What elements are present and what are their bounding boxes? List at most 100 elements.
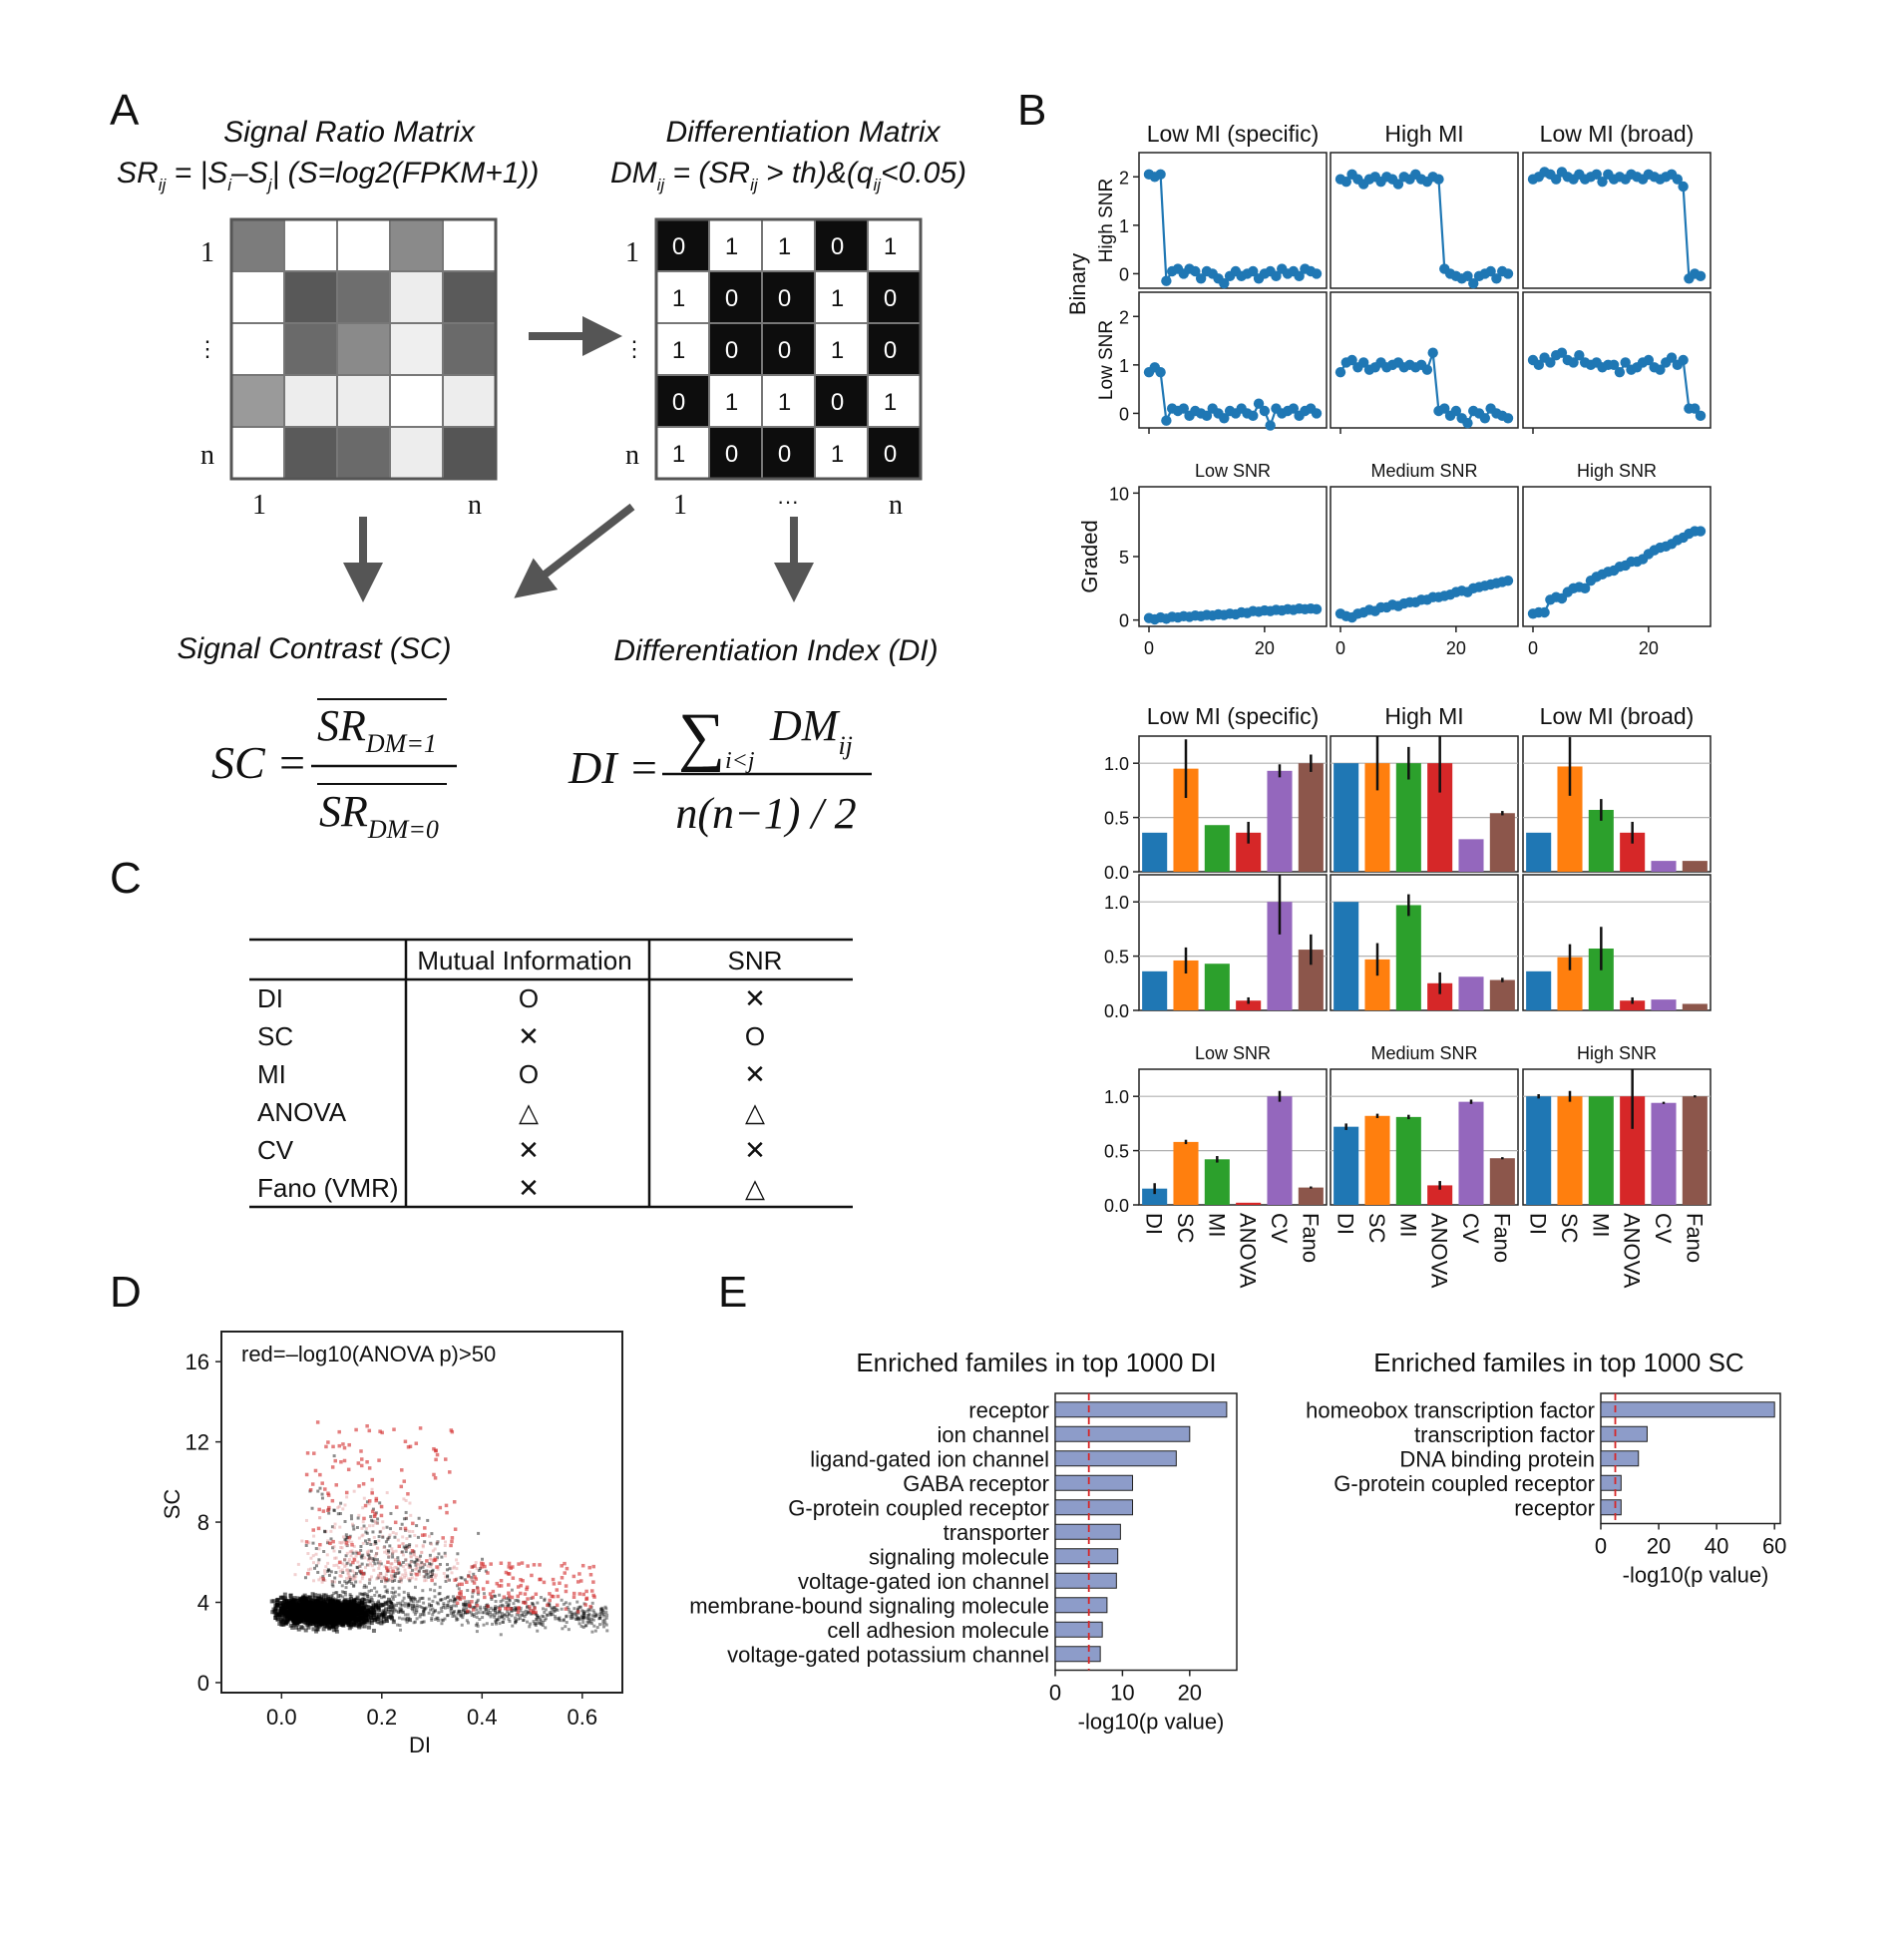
scatter-point (353, 1611, 358, 1616)
scatter-point (342, 1591, 346, 1595)
scatter-point (344, 1541, 349, 1545)
scatter-point (373, 1554, 377, 1558)
bar-panel-frame (1522, 1068, 1712, 1206)
scatter-point (401, 1603, 405, 1607)
scatter-point (396, 1571, 400, 1575)
scatter-point (390, 1566, 394, 1570)
scatter-point (424, 1578, 428, 1582)
scatter-point (322, 1624, 327, 1629)
scatter-point (351, 1607, 356, 1612)
scatter-point (435, 1452, 440, 1457)
scatter-point (332, 1603, 336, 1607)
scatter-point (327, 1626, 332, 1631)
graded-x-tick-label: 20 (1446, 638, 1466, 658)
scatter-point (535, 1614, 539, 1618)
scatter-point (557, 1618, 561, 1622)
scatter-point (379, 1562, 383, 1566)
scatter-point (423, 1526, 427, 1530)
scatter-point (393, 1560, 397, 1564)
scatter-point (279, 1607, 284, 1612)
scatter-point (433, 1476, 438, 1480)
scatter-point (365, 1500, 369, 1504)
scatter-point (361, 1520, 365, 1524)
scatter-point (284, 1617, 289, 1622)
scatter-point (411, 1521, 415, 1526)
scatter-point (409, 1596, 413, 1600)
scatter-point (429, 1604, 433, 1608)
scatter-point (376, 1615, 381, 1620)
scatter-point (411, 1530, 415, 1534)
scatter-point (536, 1621, 540, 1625)
scatter-point (341, 1540, 345, 1544)
scatter-point (591, 1580, 595, 1584)
scatter-point (389, 1613, 394, 1618)
scatter-point (357, 1484, 361, 1488)
scatter-point (360, 1602, 365, 1607)
scatter-point (434, 1608, 438, 1612)
scatter-point (576, 1618, 580, 1622)
scatter-point (524, 1609, 528, 1613)
scatter-point (337, 1443, 342, 1448)
scatter-point (350, 1615, 355, 1620)
panel-label-a: A (110, 86, 140, 135)
scatter-y-tick-label: 0 (197, 1671, 209, 1696)
scatter-point (329, 1537, 333, 1541)
scatter-point (428, 1556, 432, 1560)
scatter-point (351, 1578, 355, 1582)
scatter-point (339, 1541, 343, 1545)
bar-y-tick-label: 0.5 (1104, 809, 1129, 829)
scatter-point (294, 1625, 299, 1630)
scatter-point (385, 1620, 389, 1624)
scatter-point (457, 1610, 461, 1614)
scatter-point (481, 1616, 485, 1620)
graded-column-title: Low SNR (1195, 461, 1271, 481)
scatter-point (436, 1616, 440, 1620)
scatter-point (395, 1566, 399, 1570)
scatter-point (332, 1454, 336, 1458)
sr-cell (336, 218, 391, 272)
scatter-point (475, 1615, 479, 1619)
binary-data-point (1591, 169, 1602, 181)
scatter-point (438, 1505, 443, 1510)
graded-data-point (1502, 575, 1514, 586)
metric-bar (1142, 970, 1168, 1010)
scatter-point (334, 1571, 338, 1575)
scatter-point (500, 1603, 504, 1607)
scatter-point (568, 1602, 571, 1606)
scatter-point (350, 1517, 354, 1521)
scatter-point (336, 1512, 340, 1516)
sc-bars-x-label: -log10(p value) (1623, 1563, 1769, 1588)
scatter-point (292, 1596, 297, 1601)
scatter-point (342, 1445, 347, 1450)
scatter-point (433, 1547, 437, 1551)
scatter-point (443, 1617, 447, 1621)
metric-bar (1142, 1188, 1168, 1205)
scatter-point (455, 1604, 459, 1608)
scatter-point (445, 1510, 449, 1515)
scatter-point (514, 1608, 518, 1612)
scatter-point (361, 1482, 366, 1486)
scatter-point (345, 1576, 349, 1580)
scatter-point (541, 1607, 545, 1611)
sc-formula-num: SRDM=1 (317, 701, 437, 758)
scatter-point (466, 1609, 470, 1614)
scatter-point (367, 1540, 371, 1544)
scatter-point (288, 1593, 293, 1598)
scatter-point (339, 1574, 343, 1578)
scatter-point (383, 1550, 387, 1554)
scatter-point (356, 1516, 360, 1520)
scatter-point (386, 1568, 390, 1573)
scatter-point (314, 1623, 319, 1628)
dm-cell (867, 374, 922, 428)
scatter-point (498, 1611, 502, 1615)
scatter-point (346, 1617, 351, 1622)
scatter-point (379, 1576, 383, 1580)
scatter-point (338, 1550, 342, 1554)
scatter-point (599, 1607, 603, 1611)
scatter-point (497, 1610, 501, 1614)
panel-b: Low MI (specific) High MI Low MI (broad)Bi… (1065, 121, 1712, 1289)
scatter-point (349, 1514, 353, 1518)
sc-bars-category-label: receptor (1514, 1495, 1595, 1520)
scatter-point (371, 1557, 375, 1561)
scatter-point (407, 1602, 411, 1606)
